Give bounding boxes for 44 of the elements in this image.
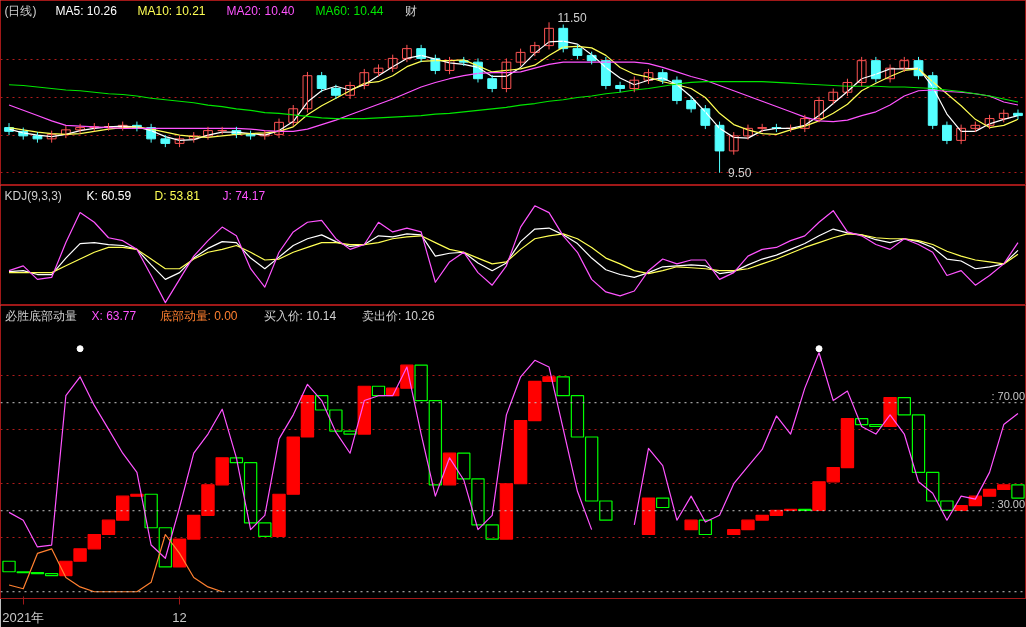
candlestick	[757, 123, 768, 133]
ref-line-label: : 70.00	[991, 389, 1026, 402]
candlestick	[302, 71, 313, 114]
bar	[656, 497, 670, 509]
bar	[357, 385, 371, 435]
bar	[684, 519, 698, 531]
candlestick	[572, 44, 583, 60]
candlestick	[245, 130, 256, 141]
bar	[1011, 484, 1025, 499]
text: D: 53.81	[154, 188, 201, 203]
text: MA20: 10.40	[226, 3, 295, 18]
candlestick	[728, 131, 739, 156]
annotation: 财	[404, 3, 417, 18]
chart-title: (日线)	[4, 3, 37, 18]
candlestick	[160, 134, 171, 148]
candlestick	[487, 74, 498, 93]
bar	[258, 522, 272, 537]
x-tick-label: 12	[172, 609, 187, 625]
annotation: 11.50	[557, 11, 588, 26]
x-tick-label: 2021年	[2, 609, 45, 625]
candlestick	[316, 71, 327, 93]
text: MA5: 10.26	[55, 3, 118, 18]
ref-line-label: : 30.00	[991, 497, 1026, 510]
candlestick	[515, 48, 526, 67]
chart-title: 必胜底部动量	[4, 308, 77, 323]
chart-title: KDJ(9,3,3)	[4, 188, 62, 203]
text: MA10: 10.21	[137, 3, 206, 18]
annotation: 买入价: 10.14	[263, 308, 337, 323]
annotation: 9.50	[728, 166, 752, 181]
candlestick	[714, 121, 725, 174]
annotation: 卖出价: 10.26	[362, 308, 436, 323]
text: MA60: 10.44	[315, 3, 384, 18]
bar	[641, 497, 656, 536]
bar	[883, 396, 897, 428]
text: 底部动量: 0.00	[159, 308, 238, 323]
text: K: 60.59	[86, 188, 132, 203]
candlestick	[32, 131, 43, 144]
candlestick	[373, 63, 384, 77]
bar	[798, 508, 812, 512]
text: X: 63.77	[91, 308, 137, 323]
bar	[698, 519, 713, 536]
candlestick	[970, 121, 981, 133]
bar	[371, 385, 386, 397]
text: J: 74.17	[222, 188, 266, 203]
